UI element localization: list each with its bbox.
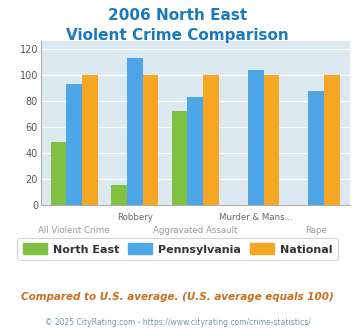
Text: Robbery: Robbery (117, 213, 153, 222)
Bar (308, 90, 324, 205)
Bar (143, 75, 158, 205)
Text: Violent Crime Comparison: Violent Crime Comparison (66, 28, 289, 43)
Bar (248, 70, 264, 205)
Bar (187, 97, 203, 205)
Bar (50, 142, 66, 205)
Text: © 2025 CityRating.com - https://www.cityrating.com/crime-statistics/: © 2025 CityRating.com - https://www.city… (45, 318, 310, 327)
Text: All Violent Crime: All Violent Crime (38, 226, 110, 235)
Bar (82, 75, 98, 205)
Bar (264, 75, 279, 205)
Bar (324, 75, 340, 205)
Bar (171, 111, 187, 205)
Text: Murder & Mans...: Murder & Mans... (219, 213, 293, 222)
Text: Aggravated Assault: Aggravated Assault (153, 226, 237, 235)
Bar (66, 84, 82, 205)
Bar (203, 75, 219, 205)
Text: 2006 North East: 2006 North East (108, 8, 247, 23)
Text: Compared to U.S. average. (U.S. average equals 100): Compared to U.S. average. (U.S. average … (21, 292, 334, 302)
Text: Rape: Rape (305, 226, 327, 235)
Bar (111, 185, 127, 205)
Bar (127, 58, 143, 205)
Legend: North East, Pennsylvania, National: North East, Pennsylvania, National (17, 238, 338, 260)
